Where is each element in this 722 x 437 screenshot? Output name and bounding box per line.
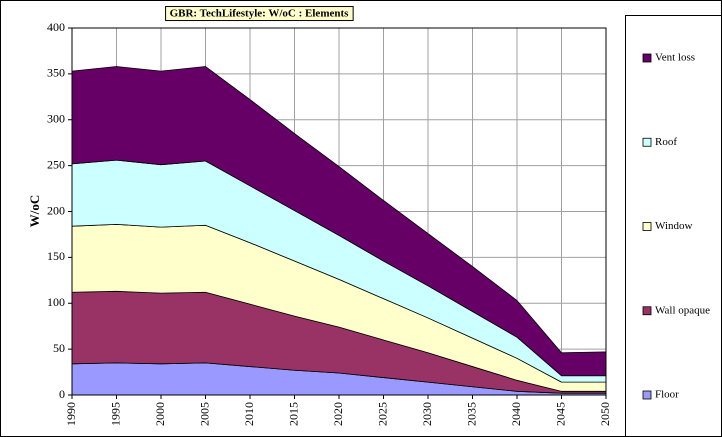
x-tick-label: 2000 (153, 402, 167, 426)
x-tick-label: 1990 (64, 402, 78, 426)
legend-label: Wall opaque (655, 304, 710, 316)
y-tick-label: 50 (53, 341, 65, 355)
x-tick-label: 1995 (108, 402, 122, 426)
x-tick-label: 2005 (197, 402, 211, 426)
y-axis-label: W/oC (27, 195, 42, 228)
legend-label: Floor (655, 389, 679, 401)
y-tick-label: 250 (47, 157, 65, 171)
x-tick-label: 2025 (375, 402, 389, 426)
legend-swatch (642, 137, 652, 147)
legend-swatch (642, 390, 652, 400)
legend-box (625, 15, 722, 437)
y-tick-label: 200 (47, 203, 65, 217)
chart-title: GBR: TechLifestyle: W/oC : Elements (170, 8, 350, 20)
x-tick-label: 2050 (598, 402, 612, 426)
legend-label: Window (655, 220, 692, 232)
y-tick-label: 350 (47, 66, 65, 80)
x-tick-label: 2045 (553, 402, 567, 426)
x-tick-label: 2020 (331, 402, 345, 426)
legend-swatch (642, 222, 652, 231)
plot-border (71, 27, 607, 396)
legend-label: Vent loss (655, 52, 695, 64)
legend-swatch (642, 53, 652, 63)
title-box (165, 6, 354, 22)
x-tick-label: 2010 (242, 402, 256, 426)
x-tick-label: 2015 (286, 402, 300, 426)
y-tick-label: 300 (47, 112, 65, 126)
x-tick-label: 2030 (420, 402, 434, 426)
legend-label: Roof (655, 136, 677, 148)
x-tick-label: 2035 (464, 402, 478, 426)
x-tick-label: 2040 (509, 402, 523, 426)
legend-swatch (642, 306, 652, 316)
y-tick-label: 0 (59, 387, 65, 401)
y-tick-label: 400 (47, 20, 65, 34)
y-tick-label: 150 (47, 249, 65, 263)
y-tick-label: 100 (47, 295, 65, 309)
